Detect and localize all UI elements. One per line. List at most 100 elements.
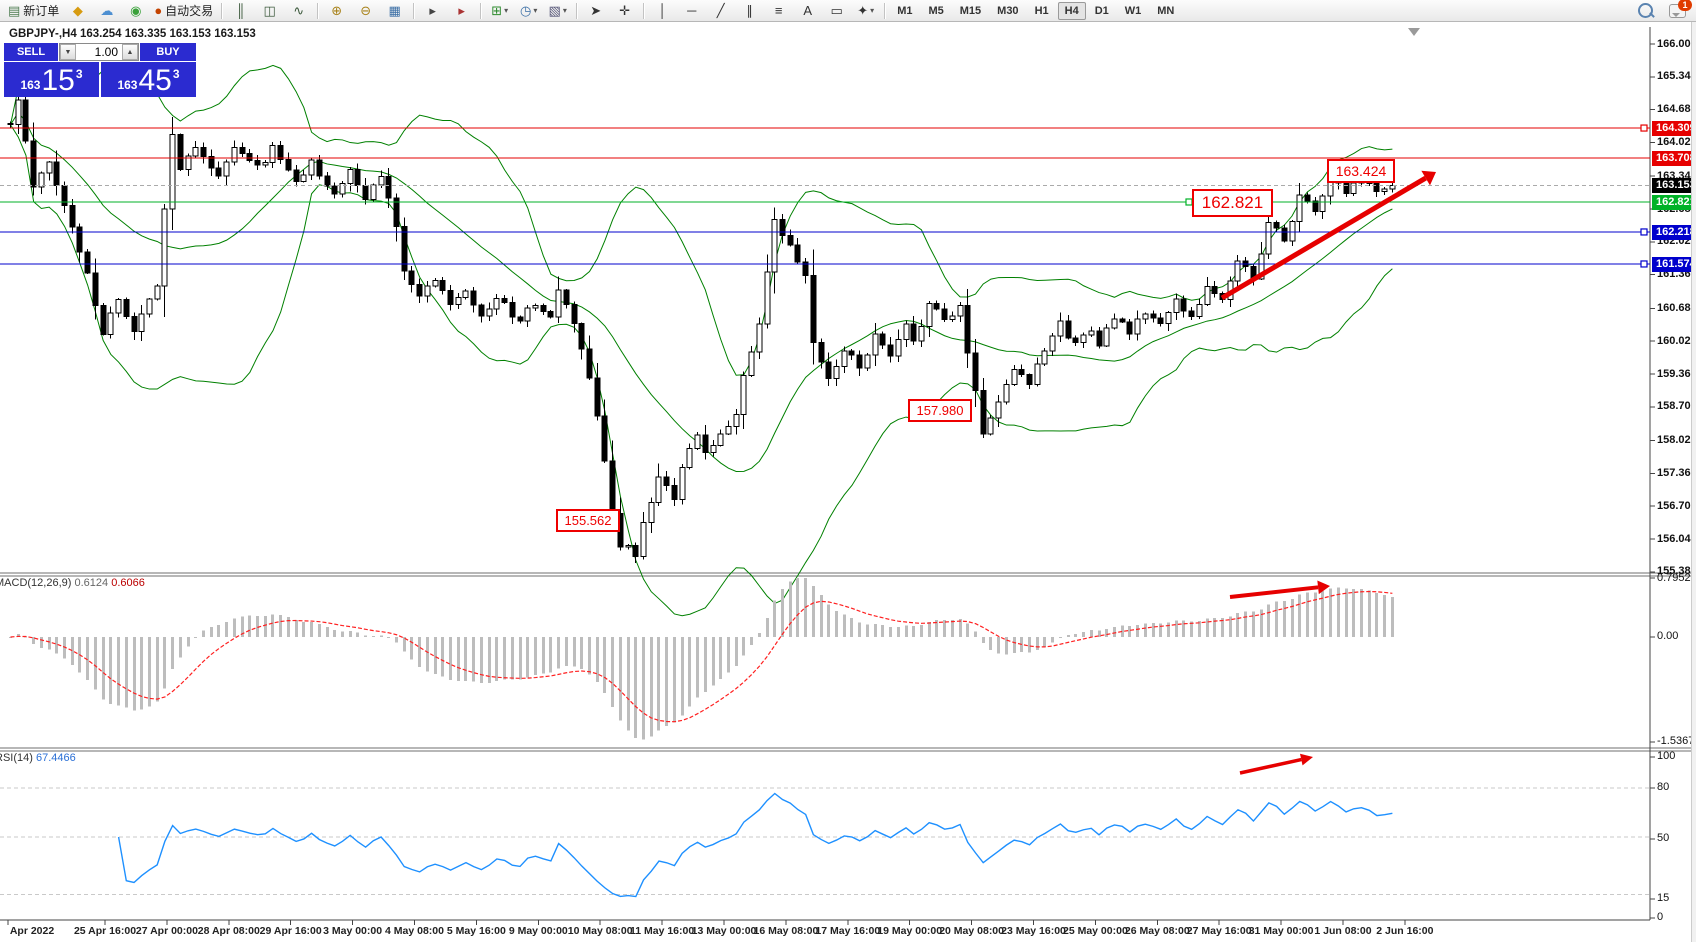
price-annotation-157.980[interactable]: 157.980 — [908, 399, 972, 422]
price-badge-163.708: 163.708 — [1652, 150, 1696, 166]
new-order-icon: ▤ — [8, 2, 21, 18]
candle-body — [208, 156, 215, 169]
macd-histogram-bar — [233, 618, 236, 637]
macd-histogram-bar — [426, 637, 429, 672]
candlestick-chart-icon[interactable]: ◫ — [256, 0, 283, 21]
candle-body — [1142, 313, 1149, 320]
line-anchor-square[interactable] — [1640, 228, 1648, 236]
fibonacci-icon: ≡ — [774, 2, 783, 18]
macd-histogram-bar — [1329, 588, 1332, 637]
tile-windows-icon[interactable]: ▦ — [381, 0, 408, 21]
signal-icon[interactable]: ◉ — [122, 0, 149, 21]
zoom-in-icon[interactable]: ⊕ — [323, 0, 350, 21]
rsi-trend-arrow[interactable] — [1239, 757, 1302, 775]
time-axis-label: 2 Jun 16:00 — [1376, 925, 1434, 937]
macd-histogram-bar — [511, 637, 514, 680]
time-axis-label: Apr 2022 — [9, 925, 55, 937]
macd-histogram-bar — [1252, 611, 1255, 637]
macd-trend-arrow[interactable] — [1229, 585, 1319, 599]
macd-histogram-bar — [133, 637, 136, 711]
bar-chart-icon[interactable]: ║ — [227, 0, 254, 21]
volume-input[interactable]: 1.00 — [94, 45, 118, 59]
candle-body — [115, 298, 122, 314]
time-axis-label: 13 May 00:00 — [691, 925, 757, 937]
sell-price[interactable]: 163 15 3 — [4, 62, 99, 97]
add-indicator-icon-dropdown[interactable]: ▾ — [504, 6, 509, 15]
timeframe-m15[interactable]: M15 — [959, 4, 982, 17]
candle-body — [740, 375, 747, 416]
periods-clock-icon[interactable]: ◷ ▾ — [515, 0, 542, 21]
community-icon[interactable]: ☁ — [93, 0, 120, 21]
macd-histogram-bar — [156, 637, 159, 702]
add-indicator-icon[interactable]: ⊞ ▾ — [486, 0, 513, 21]
time-axis-label: 5 May 16:00 — [446, 925, 506, 937]
candle-body — [1003, 384, 1010, 403]
periods-clock-icon-dropdown[interactable]: ▾ — [533, 6, 538, 15]
text-icon[interactable]: A — [794, 0, 821, 21]
candle-body — [571, 303, 578, 325]
timeframe-w1[interactable]: W1 — [1124, 4, 1142, 17]
timeframe-h1[interactable]: H1 — [1034, 4, 1049, 17]
macd-histogram-bar — [217, 625, 220, 637]
macd-value-2: 0.6066 — [111, 577, 145, 589]
price-annotation-155.562[interactable]: 155.562 — [556, 509, 620, 532]
candle-body — [393, 197, 400, 228]
line-chart-icon[interactable]: ∿ — [285, 0, 312, 21]
timeframe-m5[interactable]: M5 — [928, 4, 944, 17]
search-icon[interactable] — [1638, 3, 1653, 18]
gold-cube-icon[interactable]: ◆ — [64, 0, 91, 21]
price-annotation-162.821[interactable]: 162.821 — [1192, 189, 1273, 217]
macd-histogram-bar — [688, 637, 691, 707]
trendline-icon[interactable]: ╱ — [707, 0, 734, 21]
timeframe-h4[interactable]: H4 — [1057, 1, 1086, 20]
chart-shift-marker[interactable] — [1408, 28, 1420, 36]
fibonacci-icon[interactable]: ≡ — [765, 0, 792, 21]
sell-price-big: 15 — [41, 64, 75, 97]
timeframe-m1[interactable]: M1 — [897, 4, 913, 17]
timeframe-d1[interactable]: D1 — [1094, 4, 1109, 17]
chart-shift-icon[interactable]: ▸ — [448, 0, 475, 21]
price-annotation-163.424[interactable]: 163.424 — [1327, 159, 1395, 183]
macd-histogram-bar — [673, 637, 676, 723]
macd-histogram-bar — [55, 637, 58, 654]
templates-icon[interactable]: ▧ ▾ — [544, 0, 571, 21]
buy-price[interactable]: 163 45 3 — [101, 62, 196, 97]
timeframe-m30[interactable]: M30 — [997, 4, 1019, 17]
templates-icon-dropdown[interactable]: ▾ — [562, 6, 567, 15]
auto-scroll-icon[interactable]: ▸ — [419, 0, 446, 21]
zoom-out-icon[interactable]: ⊖ — [352, 0, 379, 21]
shapes-icon-dropdown[interactable]: ▾ — [870, 6, 875, 15]
candlestick-chart-icon: ◫ — [263, 2, 276, 18]
volume-decrease-button[interactable]: ▼ — [60, 44, 76, 60]
candle-body — [710, 444, 717, 454]
notifications-icon[interactable]: 1 — [1669, 0, 1692, 18]
cursor-icon[interactable]: ➤ — [582, 0, 609, 21]
shapes-icon[interactable]: ✦ ▾ — [852, 0, 879, 21]
price-trend-arrow[interactable] — [1220, 175, 1427, 301]
chart-background[interactable] — [0, 22, 1696, 942]
candle-body — [38, 172, 45, 188]
candle-body — [586, 348, 593, 379]
candle-body — [625, 545, 632, 548]
channel-icon[interactable]: ∥ — [736, 0, 763, 21]
label-icon[interactable]: ▭ — [823, 0, 850, 21]
candle-body — [609, 460, 616, 515]
macd-histogram-bar — [102, 637, 105, 700]
volume-increase-button[interactable]: ▲ — [122, 44, 138, 60]
sell-button[interactable]: SELL — [4, 43, 58, 61]
candle-body — [1126, 321, 1133, 335]
line-anchor-square[interactable] — [1640, 124, 1648, 132]
new-order-icon[interactable]: ▤ 新订单 — [5, 0, 62, 21]
candle-body — [370, 184, 377, 200]
vertical-line-icon[interactable]: │ — [649, 0, 676, 21]
timeframe-mn[interactable]: MN — [1157, 4, 1175, 17]
line-anchor-square[interactable] — [1640, 260, 1648, 268]
crosshair-icon[interactable]: ✛ — [611, 0, 638, 21]
buy-button[interactable]: BUY — [140, 43, 196, 61]
macd-histogram-bar — [1306, 592, 1309, 637]
horizontal-line-icon[interactable]: ─ — [678, 0, 705, 21]
autotrading-icon[interactable]: ● 自动交易 — [151, 0, 216, 21]
candle-body — [632, 545, 639, 557]
macd-histogram-bar — [1113, 626, 1116, 637]
